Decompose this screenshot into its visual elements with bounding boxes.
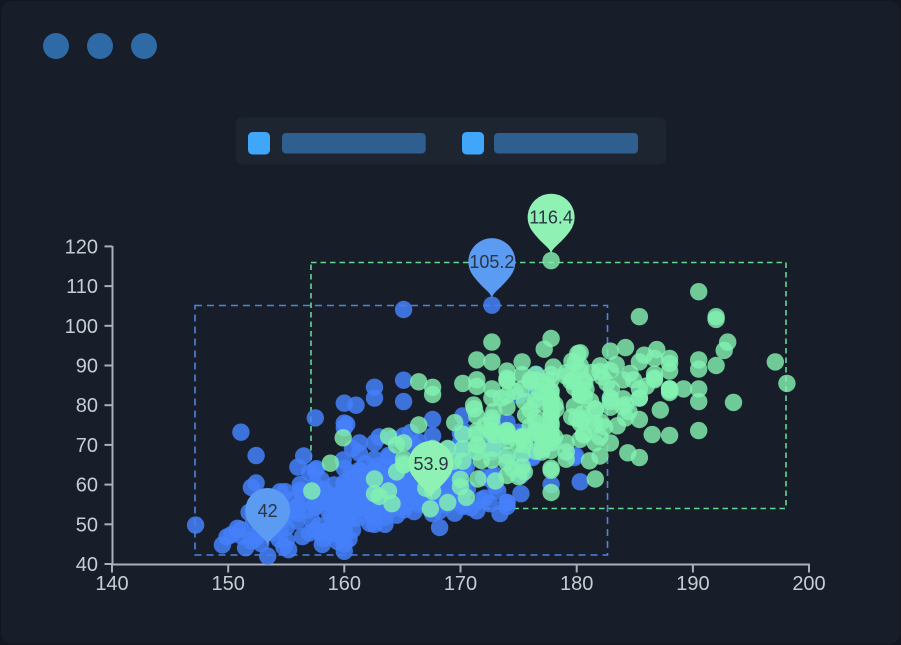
svg-text:110: 110 xyxy=(66,276,98,298)
svg-text:150: 150 xyxy=(212,573,245,595)
svg-text:170: 170 xyxy=(444,573,477,595)
svg-text:42: 42 xyxy=(258,501,278,521)
svg-text:90: 90 xyxy=(76,356,98,378)
svg-text:120: 120 xyxy=(65,236,98,258)
svg-text:160: 160 xyxy=(328,573,361,595)
svg-text:40: 40 xyxy=(76,554,98,576)
svg-text:140: 140 xyxy=(95,573,128,595)
svg-text:180: 180 xyxy=(560,573,593,595)
svg-text:105.2: 105.2 xyxy=(469,252,514,272)
svg-text:70: 70 xyxy=(76,435,98,457)
svg-text:200: 200 xyxy=(792,573,825,595)
svg-text:60: 60 xyxy=(76,475,98,497)
svg-text:80: 80 xyxy=(76,395,98,417)
svg-text:190: 190 xyxy=(676,573,709,595)
svg-text:116.4: 116.4 xyxy=(529,208,573,228)
svg-text:53.9: 53.9 xyxy=(413,454,448,474)
svg-text:100: 100 xyxy=(65,316,98,338)
svg-text:50: 50 xyxy=(76,514,98,536)
